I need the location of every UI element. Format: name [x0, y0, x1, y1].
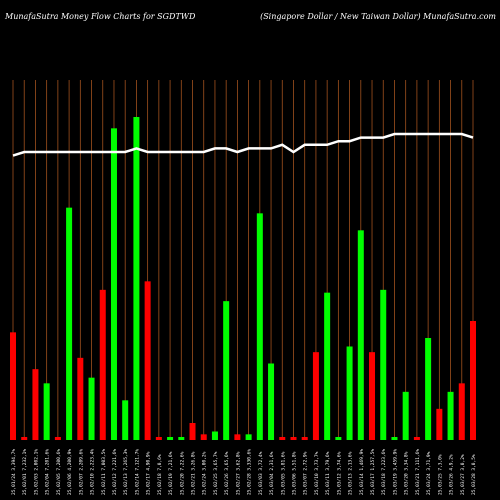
bar	[324, 292, 331, 440]
x-tick-label: 25,02/03 2,002,1%	[33, 449, 39, 495]
x-tick-label: 25,02/13 7,265,3%	[123, 449, 129, 495]
x-tick-label: 25,03/11 3,79,6%	[325, 451, 331, 495]
trend-line	[12, 132, 474, 157]
x-tick-label: 25,03/17 1,257,5%	[370, 449, 376, 495]
bar	[346, 346, 353, 440]
x-tick-label: 25,02/17 4,90,9%	[146, 451, 152, 495]
bar	[335, 437, 342, 440]
x-tick-label: 25,03/06 5,51,8%	[291, 451, 297, 495]
x-tick-label: 25,03/26 4,9,2%	[449, 454, 455, 495]
bar	[133, 117, 140, 440]
x-tick-label: 25,02/19 7,21,6%	[168, 451, 174, 495]
bar	[369, 352, 376, 440]
bar	[178, 437, 185, 440]
bar	[301, 437, 308, 440]
bar	[155, 437, 162, 440]
bar	[436, 408, 443, 440]
bar	[402, 391, 409, 440]
bar	[312, 352, 319, 440]
bar	[458, 383, 465, 440]
x-tick-label: 25,02/20 7,22,6%	[179, 451, 185, 495]
bar	[43, 383, 50, 440]
bar	[413, 437, 420, 440]
bar	[77, 357, 84, 440]
x-tick-label: 25,03/05 3,81,6%	[280, 451, 286, 495]
bar	[357, 230, 364, 440]
x-tick-label: 25,02/10 2,223,4%	[90, 449, 96, 495]
bar	[54, 437, 61, 440]
chart-title: MunafaSutra Money Flow Charts for SGDTWD	[5, 12, 196, 21]
bar	[10, 332, 16, 440]
bar	[234, 434, 241, 440]
x-tick-label: 25,02/27 3,62,8%	[235, 451, 241, 495]
bar	[425, 338, 432, 440]
bar	[88, 377, 95, 440]
x-tick-label: 25,01/24 3,394,7%	[11, 449, 17, 495]
chart-subtitle: (Singapore Dollar / New Taiwan Dollar) M…	[260, 12, 496, 21]
x-tick-label: 25,03/21 7,111,6%	[415, 449, 421, 495]
bar	[470, 321, 476, 440]
bar	[21, 437, 28, 440]
x-tick-label: 25,02/24 3,00,2%	[202, 451, 208, 495]
bar	[189, 423, 196, 440]
bar	[391, 437, 398, 440]
x-tick-label: 25,03/03 3,72,4%	[258, 451, 264, 495]
x-tick-label: 25,02/21 3,26,8%	[191, 451, 197, 495]
bar	[279, 437, 286, 440]
bar	[223, 301, 230, 440]
x-tick-label: 25,03/28 3,0,5%	[471, 454, 477, 495]
x-tick-label: 25,02/28 3,330,6%	[247, 449, 253, 495]
bar	[256, 213, 263, 440]
x-tick-label: 25,03/13 2,13,6%	[348, 451, 354, 495]
x-tick-label: 25,03/10 3,73,7%	[314, 451, 320, 495]
x-tick-label: 25,02/18 7,0,6%	[157, 454, 163, 495]
x-tick-label: 25,02/04 7,201,6%	[45, 449, 51, 495]
bar	[447, 391, 454, 440]
bar	[290, 437, 297, 440]
bar	[380, 289, 387, 440]
bar	[268, 363, 275, 440]
x-tick-label: 25,03/14 1,469,9%	[359, 449, 365, 495]
bar	[110, 128, 117, 441]
x-tick-label: 25,03/07 2,72,9%	[303, 451, 309, 495]
bar	[99, 289, 106, 440]
x-tick-label: 25,03/04 2,31,6%	[269, 451, 275, 495]
x-tick-label: 25,03/19 3,459,9%	[392, 449, 398, 495]
x-tick-label: 25,03/27 3,0,2%	[460, 454, 466, 495]
x-tick-label: 25,02/07 2,209,6%	[78, 449, 84, 495]
bars	[10, 117, 476, 441]
x-tick-label: 25,02/01 7,232,1%	[22, 449, 28, 495]
bar	[245, 434, 252, 440]
x-tick-label: 25,03/24 3,71,9%	[426, 451, 432, 495]
bar	[144, 281, 151, 440]
x-tick-label: 25,03/25 7,3,0%	[437, 454, 443, 495]
bar	[66, 207, 73, 440]
x-tick-label: 25,02/26 3,65,6%	[224, 451, 230, 495]
x-axis-labels: 25,01/24 3,394,7% 25,02/01 7,232,1% 25,02/…	[11, 449, 477, 495]
bar	[122, 400, 129, 440]
x-tick-label: 25,02/06 4,200,9%	[67, 449, 73, 495]
x-tick-label: 25,02/25 3,65,7%	[213, 451, 219, 495]
bar	[200, 434, 207, 440]
bar	[167, 437, 174, 440]
bar	[211, 431, 218, 440]
x-tick-label: 25,02/14 7,121,7%	[134, 449, 140, 495]
x-tick-label: 25,03/12 3,74,6%	[336, 451, 342, 495]
x-tick-label: 25,02/12 7,221,6%	[112, 449, 118, 495]
bar	[32, 369, 39, 440]
x-tick-label: 25,02/11 7,003,5%	[101, 449, 107, 495]
x-tick-label: 25,03/20 3,34,8%	[404, 451, 410, 495]
x-tick-label: 25,03/18 7,223,6%	[381, 449, 387, 495]
x-tick-label: 25,02/05 7,200,6%	[56, 449, 62, 495]
